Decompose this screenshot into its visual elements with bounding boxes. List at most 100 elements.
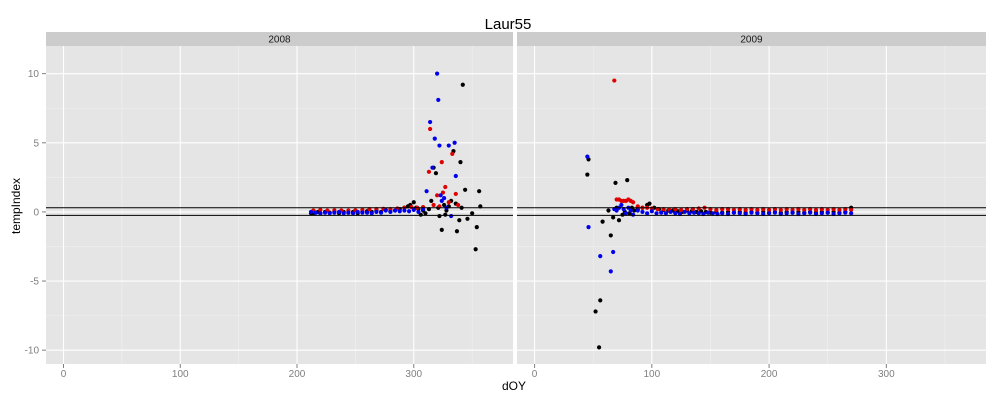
x-tick-label: 100 [172,369,189,380]
data-point [322,210,328,215]
data-point [402,208,407,213]
data-point [449,213,454,219]
data-point [766,207,772,212]
data-point [437,213,442,219]
data-point [679,207,684,212]
data-point [443,212,448,217]
data-point [355,209,360,215]
data-point [778,207,783,212]
data-point [474,225,479,230]
data-point [406,209,412,214]
data-point [608,269,613,274]
data-point [446,200,451,205]
data-point [411,200,416,205]
data-point [439,160,444,165]
data-point [457,218,462,223]
data-point [426,169,432,174]
data-point [397,209,402,214]
data-point [431,202,436,208]
data-point [819,211,824,216]
data-point [440,190,446,195]
data-point [737,211,742,216]
data-point [456,202,461,208]
data-point [585,172,590,177]
data-point [772,210,778,215]
data-point [640,209,645,215]
facet-strip-label: 2008 [268,35,291,46]
data-point [438,193,443,198]
data-point [308,209,314,215]
data-point [720,211,725,216]
y-tick-label: 5 [33,138,39,149]
data-point [598,254,603,259]
x-tick-label: 0 [61,369,67,380]
x-tick-label: 200 [761,369,778,380]
data-point [585,154,590,159]
data-point [360,210,365,215]
y-tick-label: -5 [30,277,39,288]
data-point [755,207,760,212]
data-point [318,207,323,212]
data-point [714,207,719,212]
data-point [465,216,470,221]
data-point [843,210,848,215]
data-point [611,249,616,255]
data-point [346,210,351,215]
data-point [625,178,630,183]
data-point [802,211,807,216]
data-point [654,211,659,216]
data-point [435,71,440,76]
data-point [608,233,613,238]
data-point [416,209,421,215]
data-point [790,210,795,215]
data-point [696,211,701,216]
data-point [364,210,370,215]
data-point [611,215,616,220]
data-point [436,97,441,103]
data-point [849,207,854,212]
x-tick-label: 200 [289,369,306,380]
facet-strip [517,32,986,46]
data-point [706,210,711,215]
data-point [687,211,692,216]
facet-panels: 2008 0 100 200 300 2009 0 100 200 300 [46,32,986,380]
data-point [470,211,475,216]
data-point [668,209,673,215]
data-point [435,193,440,198]
data-point [645,211,650,216]
data-point [632,208,637,213]
data-point [649,209,654,214]
data-point [454,229,460,234]
data-point [849,211,854,216]
data-point [628,208,633,213]
x-tick-label: 0 [532,369,538,380]
data-point [837,207,842,212]
data-point [318,211,323,216]
data-point [313,210,318,215]
data-point [439,198,444,203]
data-point [606,208,611,213]
data-point [635,208,640,213]
data-point [663,211,669,216]
data-point [443,184,448,190]
data-point [598,298,603,303]
data-point [682,209,687,215]
chart-title: Laur55 [485,16,532,33]
data-point [616,218,622,223]
data-point [430,165,435,170]
data-point [802,207,807,212]
data-point [452,140,457,145]
y-tick-label: -10 [25,346,40,357]
data-point [374,209,379,215]
data-point [593,309,598,314]
data-point [332,210,337,215]
data-point [369,211,374,216]
data-point [619,202,624,208]
data-point [613,180,618,185]
data-point [766,211,772,216]
data-point [460,82,465,87]
facet-strip-label: 2009 [740,35,763,46]
data-point [341,211,346,216]
data-point [336,209,342,215]
data-point [825,210,830,215]
